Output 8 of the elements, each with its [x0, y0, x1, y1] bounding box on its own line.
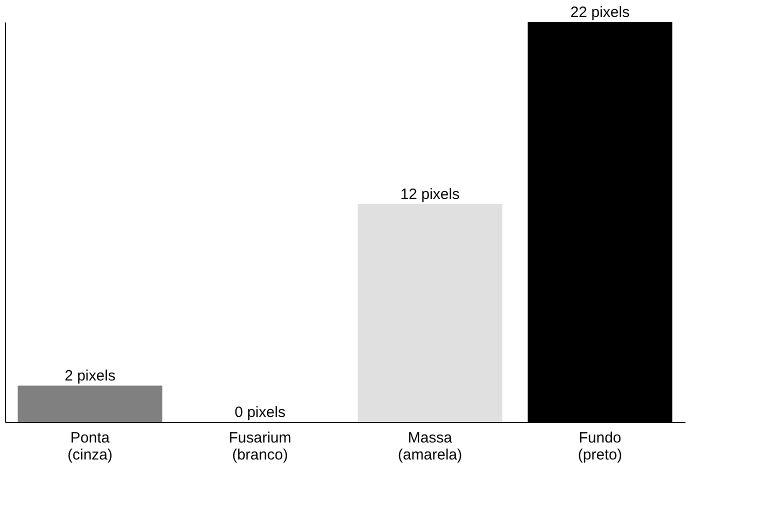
- data-label: 0 pixels: [234, 404, 286, 421]
- data-label: 22 pixels: [570, 4, 630, 21]
- x-tick-label: Massa (amarela): [398, 430, 462, 464]
- x-tick-label: Fundo (preto): [578, 430, 622, 464]
- data-label: 12 pixels: [400, 186, 460, 203]
- x-tick-label: Ponta (cinza): [67, 430, 113, 464]
- data-label: 2 pixels: [64, 368, 116, 385]
- x-tick-label: Fusarium (branco): [228, 430, 292, 464]
